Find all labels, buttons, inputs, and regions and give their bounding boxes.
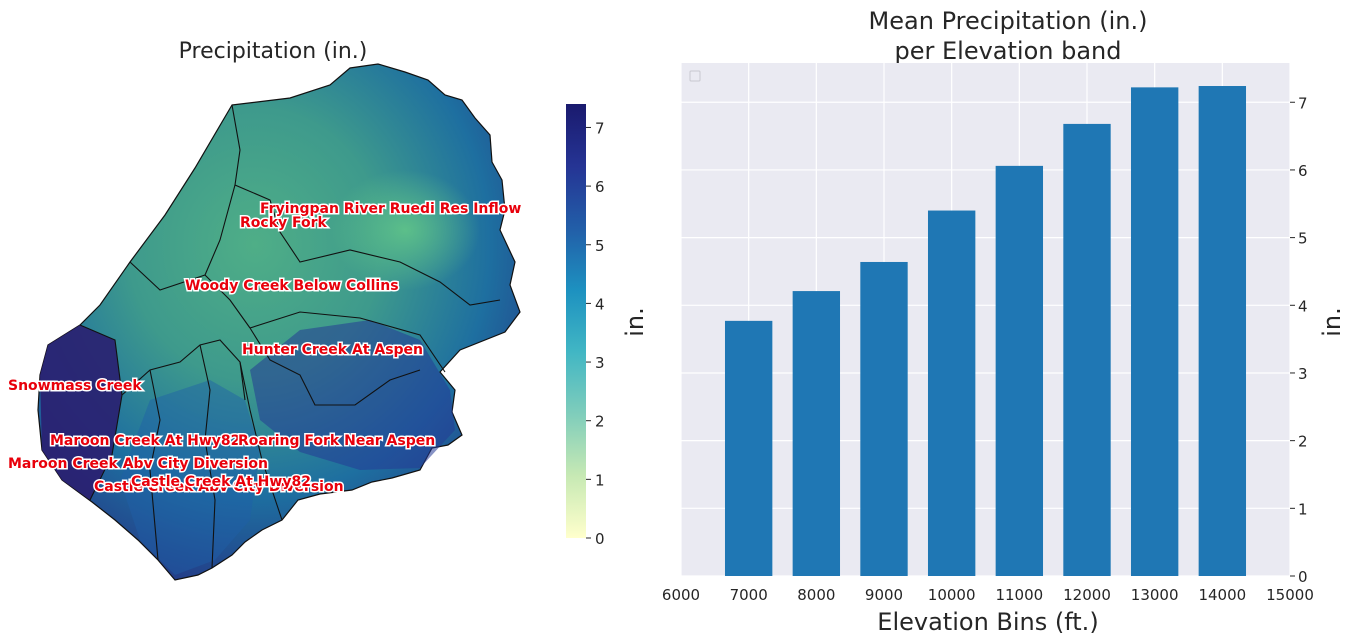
y-tick-label: 5 — [1298, 230, 1308, 248]
subbasin-line — [129, 261, 206, 291]
x-tick-label: 9000 — [865, 586, 903, 604]
subbasin-boundaries — [79, 104, 501, 569]
colorbar-tick-label: 3 — [595, 354, 605, 372]
colorbar-tick-label: 1 — [595, 471, 605, 489]
subbasin-line — [239, 361, 283, 521]
label-maroon-hwy82: Maroon Creek At Hwy82 — [50, 433, 240, 449]
bar — [1063, 123, 1111, 577]
x-tick-label: 10000 — [928, 586, 976, 604]
bar — [724, 320, 773, 576]
subbasin-line — [199, 344, 216, 569]
bars — [724, 86, 1247, 577]
colorbar: 0 1 2 3 4 5 6 7 — [566, 104, 605, 548]
y-tick-label: 2 — [1298, 433, 1308, 451]
label-fryingpan: Fryingpan River Ruedi Res Inflow — [260, 201, 521, 217]
label-hunter-creek: Hunter Creek At Aspen — [242, 342, 423, 358]
bar — [792, 291, 841, 576]
subbasin-line — [249, 327, 421, 406]
y-axis-label: in. — [1318, 307, 1346, 337]
map-title: Precipitation (in.) — [179, 39, 368, 64]
x-axis-label: Elevation Bins (ft.) — [877, 608, 1098, 636]
colorbar-tick-label: 0 — [595, 530, 605, 548]
colorbar-tick-label: 5 — [595, 237, 605, 255]
fryingpan-highland-patch — [330, 170, 480, 290]
x-tick-label: 7000 — [730, 586, 768, 604]
x-tick-label: 15000 — [1266, 586, 1314, 604]
label-castle-hwy82: Castle Creek At Hwy82 — [131, 474, 311, 490]
colorbar-tick-label: 6 — [595, 178, 605, 196]
chart-subtitle: per Elevation band — [895, 37, 1122, 65]
colorbar-tick-label: 7 — [595, 119, 605, 137]
label-castle-abv-diversion: Castle Creek Abv City Diversion — [94, 479, 344, 495]
subbasin-line — [231, 104, 501, 306]
colorbar-tick-label: 2 — [595, 413, 605, 431]
subbasin-line — [149, 369, 161, 561]
hunter-dark-region — [250, 320, 455, 470]
colorbar-strip — [566, 104, 586, 538]
plot-area — [681, 63, 1290, 576]
subbasin-line — [249, 311, 446, 373]
chart-title: Mean Precipitation (in.) — [869, 7, 1148, 35]
label-snowmass-creek: Snowmass Creek — [8, 378, 142, 394]
colorbar-tick-label: 4 — [595, 295, 605, 313]
label-roaring-fork: Roaring Fork Near Aspen — [238, 433, 435, 449]
x-tick-label: 6000 — [662, 586, 700, 604]
x-ticks: 6000 7000 8000 9000 10000 11000 12000 13000 1400… — [662, 586, 1314, 604]
map-colorbar-unit-label: in. — [621, 307, 649, 337]
bar — [927, 210, 976, 576]
y-tick-label: 3 — [1298, 365, 1308, 383]
label-rocky-fork: Rocky Fork — [240, 215, 328, 231]
x-tick-label: 11000 — [995, 586, 1043, 604]
y-tick-label: 7 — [1298, 94, 1308, 112]
y-tick-label: 4 — [1298, 297, 1308, 315]
colorbar-ticks: 0 1 2 3 4 5 6 7 — [586, 119, 605, 548]
empty-legend-box — [689, 70, 701, 82]
y-tick-label: 0 — [1298, 568, 1308, 586]
y-tick-label: 6 — [1298, 162, 1308, 180]
bar-chart-panel: Mean Precipitation (in.) per Elevation b… — [621, 7, 1346, 636]
snowmass-dark-region — [40, 325, 122, 500]
x-tick-label: 12000 — [1063, 586, 1111, 604]
map-panel: Precipitation (in.) Fryingpan River R — [7, 39, 605, 581]
bar — [995, 165, 1044, 576]
label-maroon-abv-diversion: Maroon Creek Abv City Diversion — [8, 456, 268, 472]
watershed-map — [37, 63, 521, 581]
label-woody-creek: Woody Creek Below Collins — [185, 278, 399, 294]
y-tick-label: 1 — [1298, 500, 1308, 518]
x-tick-label: 8000 — [797, 586, 835, 604]
subbasin-labels: Fryingpan River Ruedi Res Inflow Rocky F… — [7, 200, 523, 497]
bar — [1130, 87, 1179, 577]
y-ticks: 0 1 2 3 4 5 6 7 — [1290, 94, 1308, 586]
watershed-boundary — [37, 63, 521, 581]
bar — [1198, 86, 1247, 576]
bar — [860, 261, 908, 576]
x-tick-label: 14000 — [1198, 586, 1246, 604]
x-tick-label: 13000 — [1131, 586, 1179, 604]
